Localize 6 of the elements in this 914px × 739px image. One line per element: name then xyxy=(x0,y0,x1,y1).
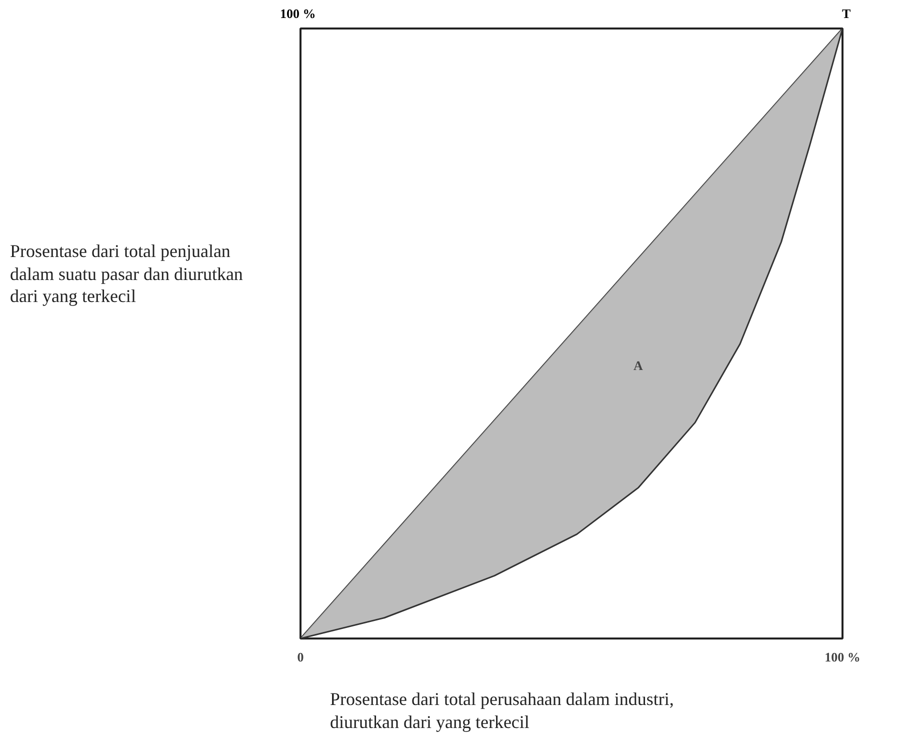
text: 100 % xyxy=(280,5,316,23)
annotation: A xyxy=(633,358,644,374)
y-axis-title: Prosentase dari total penjualan dalam suatu pasar dan diurutkan dari yang terkecil xyxy=(10,240,244,308)
x-tick-label: 0 xyxy=(297,650,304,664)
x-axis-title: Prosentase dari total perusahaan dalam industri, diurutkan dari yang terkecil xyxy=(330,688,675,733)
text: T xyxy=(842,5,851,23)
